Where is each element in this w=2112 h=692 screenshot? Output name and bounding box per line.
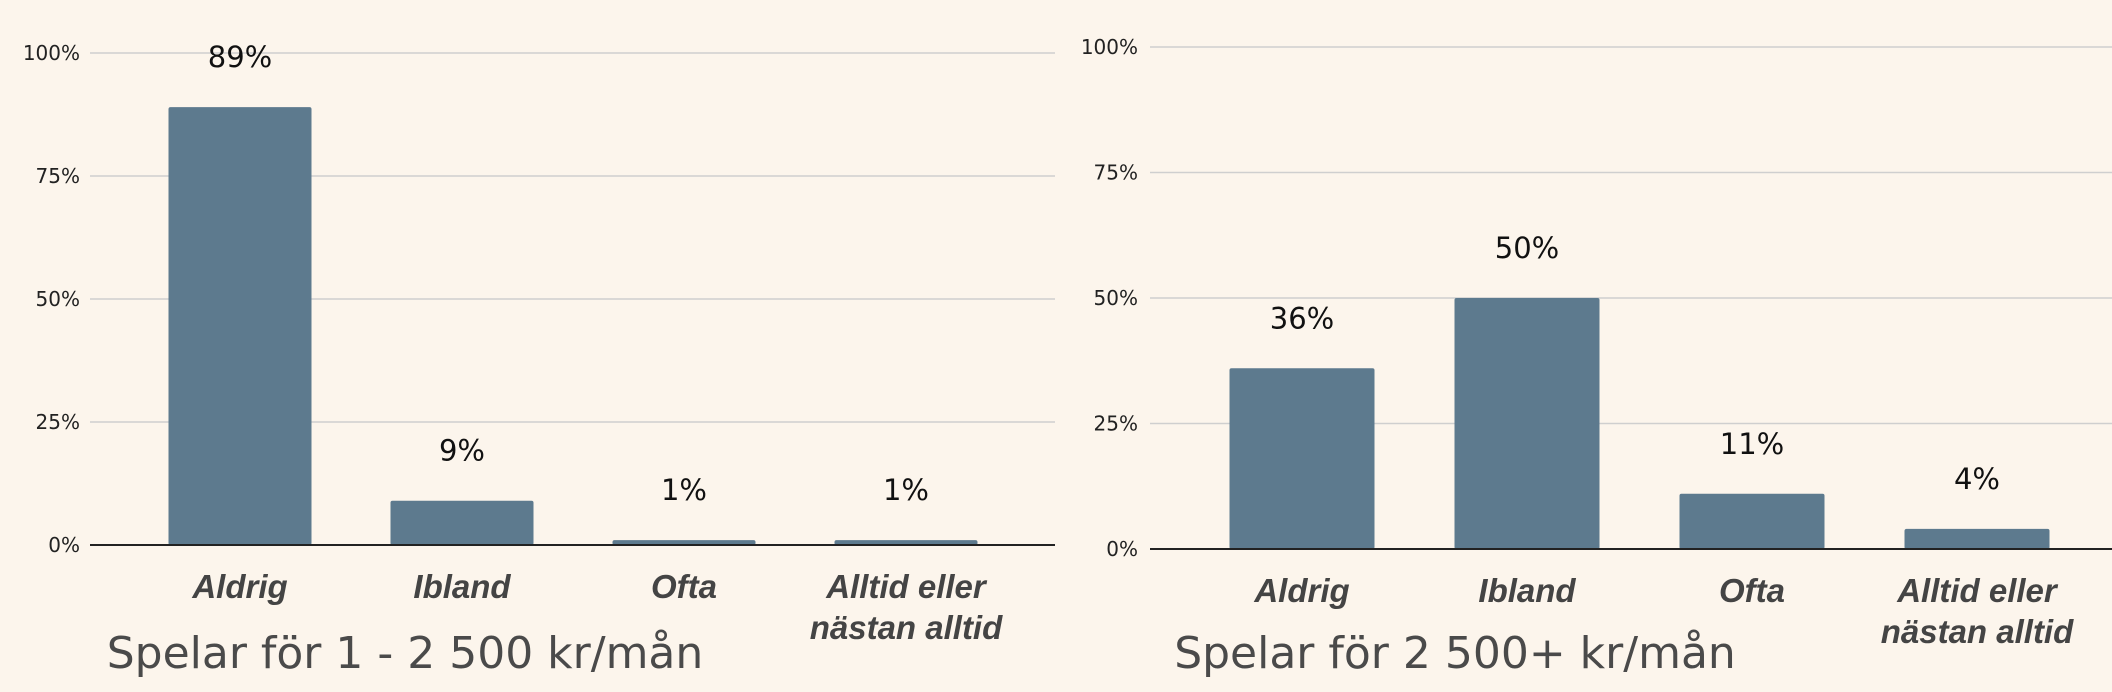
y-tick-label: 0%	[48, 533, 80, 557]
y-tick-label: 50%	[36, 287, 80, 311]
bar	[390, 500, 534, 545]
y-tick-label: 25%	[36, 410, 80, 434]
chart-1: 0% 25% 50% 75% 100% 89% Aldrig 9% Ibland 1% Ofta 1%…	[23, 40, 1055, 679]
x-category-label: Alltid eller nästan alltid	[1881, 572, 2074, 650]
y-tick-label: 100%	[23, 41, 80, 65]
bar	[1229, 368, 1375, 549]
bar	[1904, 528, 2050, 549]
bar	[1454, 298, 1600, 549]
bar-value-label: 50%	[1495, 231, 1559, 265]
chart-title: Spelar för 2 500+ kr/mån	[1174, 628, 1736, 679]
bar	[168, 107, 312, 546]
bar-value-label: 9%	[439, 434, 485, 468]
x-category-label: Ibland	[1478, 572, 1576, 609]
bar-value-label: 1%	[883, 473, 929, 507]
y-tick-label: 25%	[1094, 412, 1138, 436]
y-tick-label: 100%	[1081, 35, 1138, 59]
bar	[612, 540, 756, 545]
bar-value-label: 89%	[208, 40, 272, 74]
y-tick-label: 0%	[1106, 537, 1138, 561]
chart-2: 0% 25% 50% 75% 100% 36% Aldrig 50% Ibland 11% Ofta…	[1081, 35, 2112, 679]
x-category-label: Ibland	[413, 568, 511, 605]
x-category-label: Alltid eller nästan alltid	[810, 568, 1003, 646]
bar	[834, 540, 978, 545]
bar	[1679, 493, 1825, 549]
y-tick-label: 75%	[1094, 161, 1138, 185]
y-tick-label: 75%	[36, 164, 80, 188]
x-category-label: Aldrig	[1253, 572, 1349, 609]
bar-value-label: 11%	[1720, 427, 1784, 461]
x-category-label: Ofta	[651, 568, 717, 605]
x-category-label: Aldrig	[191, 568, 287, 605]
y-tick-label: 50%	[1094, 286, 1138, 310]
chart-title: Spelar för 1 - 2 500 kr/mån	[107, 628, 704, 679]
bar-value-label: 36%	[1270, 301, 1334, 335]
bar-value-label: 4%	[1954, 462, 2000, 496]
bar-value-label: 1%	[661, 473, 707, 507]
x-category-label: Ofta	[1719, 572, 1785, 609]
